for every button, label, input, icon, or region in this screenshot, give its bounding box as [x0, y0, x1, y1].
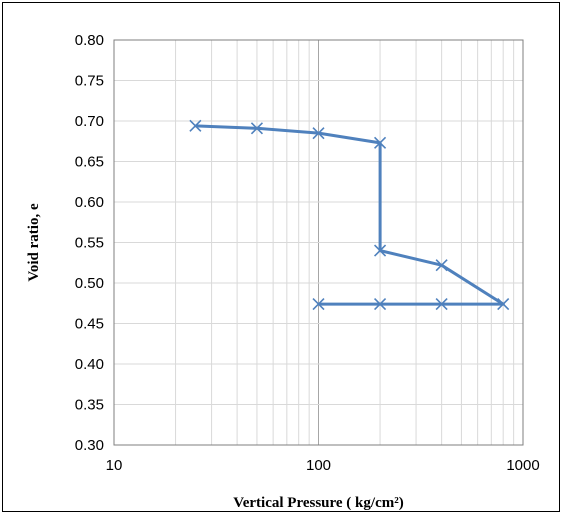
- marker-stroke: [250, 122, 264, 135]
- y-tick-label: 0.35: [75, 397, 104, 414]
- y-tick-label: 0.65: [75, 154, 104, 171]
- data-point-marker: [312, 127, 325, 140]
- data-point-marker: [189, 119, 202, 132]
- marker-stroke: [373, 297, 387, 311]
- marker-stroke: [497, 297, 510, 311]
- marker-stroke: [373, 136, 387, 149]
- marker-stroke: [435, 259, 448, 272]
- data-point-marker: [373, 136, 387, 149]
- data-point-marker: [435, 297, 448, 311]
- data-point-marker: [497, 297, 510, 311]
- data-point-marker: [373, 244, 387, 257]
- plot-area: [113, 39, 524, 446]
- marker-stroke: [373, 244, 387, 257]
- y-tick-label: 0.55: [75, 235, 104, 252]
- series: [189, 119, 510, 311]
- y-tick-label: 0.60: [75, 194, 104, 211]
- marker-stroke: [435, 297, 448, 311]
- x-tick-label: 1000: [506, 457, 539, 474]
- data-point-marker: [435, 259, 448, 272]
- series-line: [195, 124, 505, 306]
- y-axis-ticks: 0.80 0.75 0.70 0.65 0.60 0.55 0.50 0.45 0.40 0.35…: [75, 32, 104, 454]
- x-tick-label: 10: [106, 457, 123, 474]
- marker-stroke: [312, 297, 325, 311]
- y-tick-label: 0.40: [75, 356, 104, 373]
- y-tick-label: 0.70: [75, 113, 104, 130]
- y-tick-label: 0.50: [75, 275, 104, 292]
- y-tick-label: 0.30: [75, 437, 104, 454]
- y-tick-label: 0.45: [75, 316, 104, 333]
- x-axis-ticks: 10 100 1000: [106, 457, 540, 474]
- data-point-marker: [250, 122, 264, 135]
- y-tick-label: 0.80: [75, 32, 104, 49]
- y-tick-label: 0.75: [75, 73, 104, 90]
- x-tick-label: 100: [306, 457, 331, 474]
- chart-frame: [2, 2, 560, 512]
- y-axis-title: Void ratio, e: [26, 203, 42, 282]
- data-point-marker: [312, 297, 325, 311]
- data-point-marker: [373, 297, 387, 311]
- x-axis-title: Vertical Pressure ( kg/cm²): [233, 495, 403, 511]
- marker-stroke: [189, 119, 202, 132]
- marker-stroke: [312, 127, 325, 140]
